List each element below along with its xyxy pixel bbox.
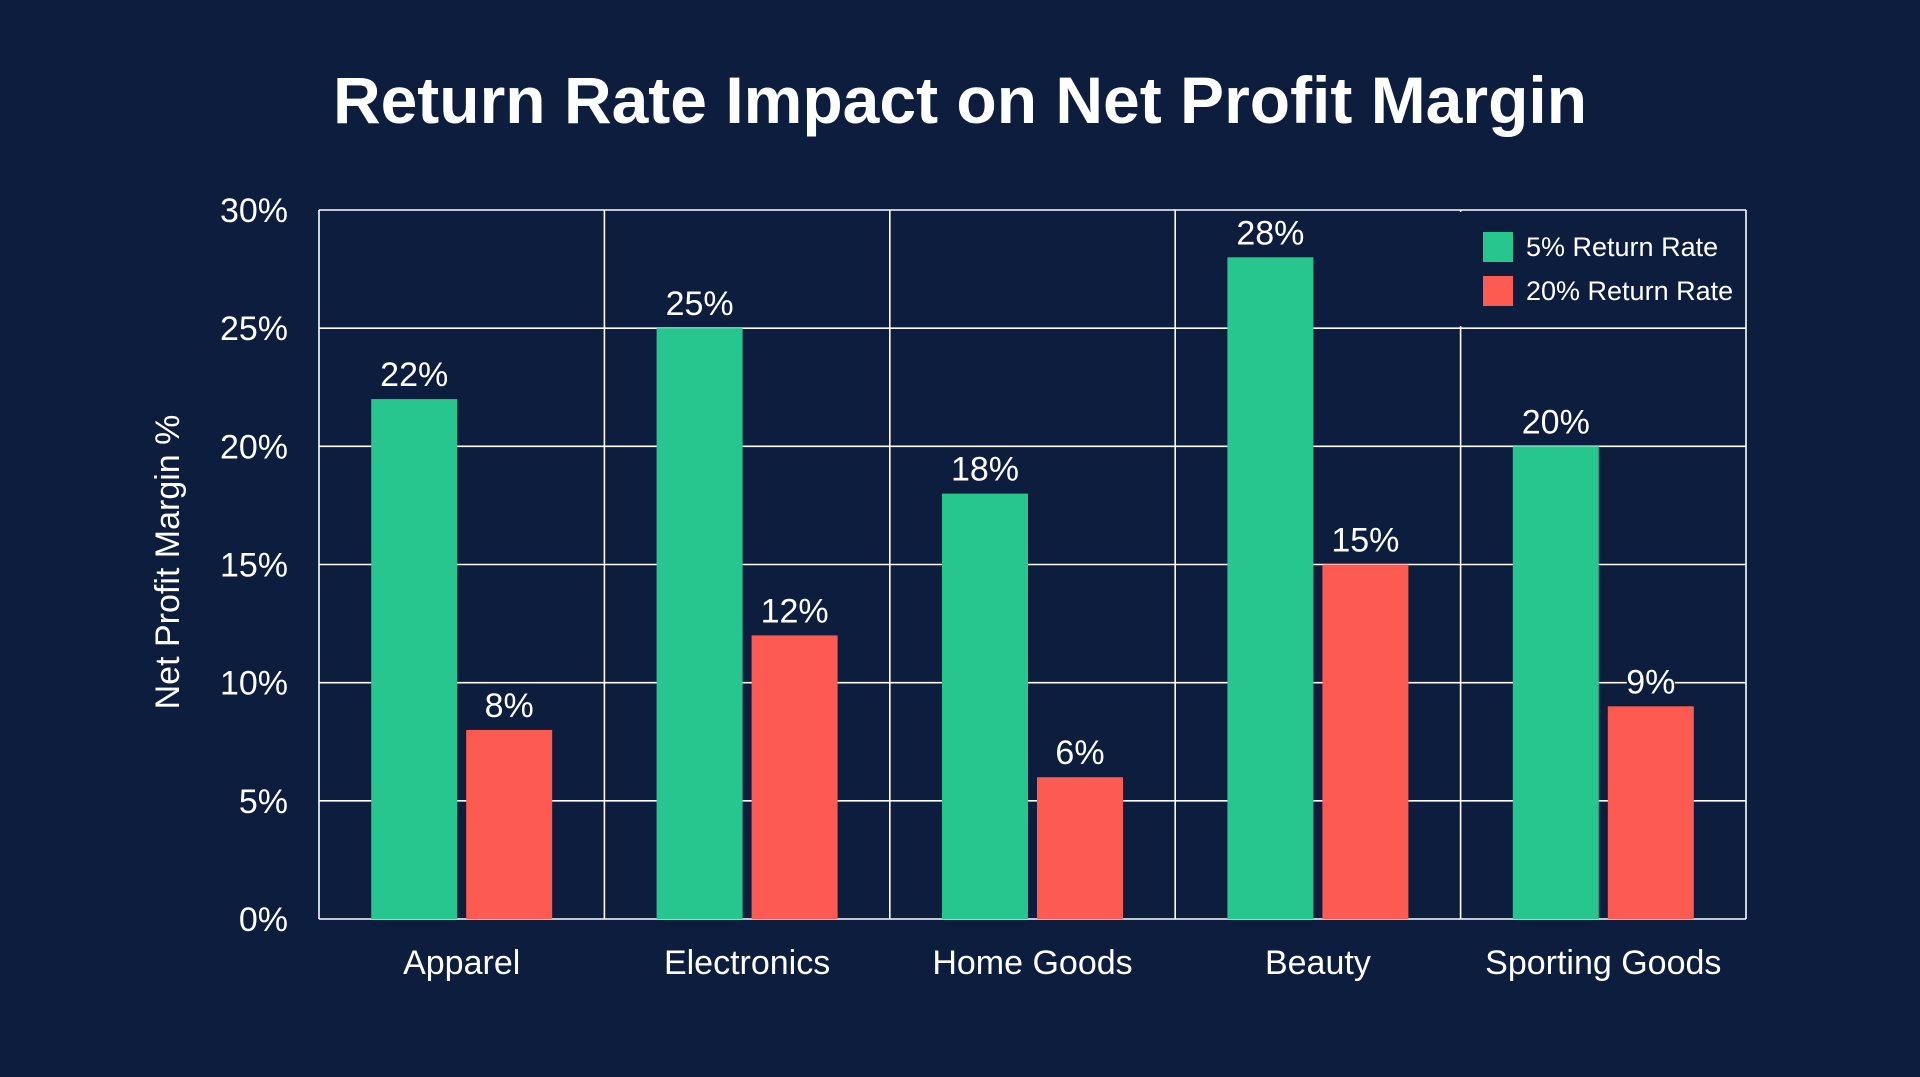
- bars: [371, 257, 1694, 920]
- bar-low-return: [1512, 446, 1599, 919]
- x-axis-ticks: Apparel Electronics Home Goods Beauty Sporti…: [403, 944, 1721, 982]
- bar-high-return: [1037, 777, 1123, 919]
- data-label-backdrop: [1056, 735, 1104, 772]
- bar-high-return: [466, 729, 553, 919]
- data-label: 15%: [1331, 522, 1399, 560]
- x-tick-label: Apparel: [403, 944, 520, 982]
- y-axis-ticks: 0% 5% 10% 15% 20% 25% 30%: [220, 192, 288, 939]
- data-label: 25%: [666, 285, 734, 323]
- data-label-backdrop: [951, 451, 1019, 488]
- data-label: 20%: [1522, 403, 1590, 441]
- data-label: 12%: [761, 592, 829, 630]
- bar-low-return: [1227, 257, 1314, 919]
- data-label: 28%: [1236, 214, 1304, 252]
- legend: 5% Return Rate 20% Return Rate: [1453, 212, 1744, 326]
- data-label-backdrop: [1331, 522, 1400, 559]
- data-label: 8%: [485, 687, 534, 725]
- data-label-backdrop: [665, 286, 734, 323]
- data-label-backdrop: [1521, 404, 1590, 441]
- bar-high-return: [1322, 564, 1409, 919]
- y-tick-label: 15%: [220, 547, 288, 585]
- chart-title: Return Rate Impact on Net Profit Margin: [333, 63, 1587, 137]
- bar-high-return: [751, 635, 838, 919]
- y-tick-label: 25%: [220, 310, 288, 348]
- x-tick-label: Sporting Goods: [1485, 944, 1721, 982]
- y-tick-label: 20%: [220, 428, 288, 466]
- legend-label: 5% Return Rate: [1526, 232, 1718, 262]
- legend-swatch: [1483, 232, 1513, 262]
- data-label: 18%: [951, 451, 1019, 489]
- legend-box: [1453, 212, 1744, 326]
- grid-lines: [318, 209, 1747, 920]
- data-label: 6%: [1055, 734, 1104, 772]
- data-label-backdrop: [1626, 664, 1675, 701]
- y-tick-label: 10%: [220, 665, 288, 703]
- y-tick-label: 30%: [220, 192, 288, 230]
- data-label-backdrop: [380, 357, 449, 394]
- y-tick-label: 0%: [239, 901, 288, 939]
- data-label: 9%: [1626, 663, 1675, 701]
- data-label-backdrop: [485, 687, 534, 724]
- y-axis-label: Net Profit Margin %: [149, 415, 187, 710]
- bar-high-return: [1607, 706, 1694, 919]
- bar-low-return: [656, 328, 743, 920]
- x-tick-label: Home Goods: [932, 944, 1132, 982]
- data-label: 22%: [380, 356, 448, 394]
- legend-swatch: [1483, 276, 1513, 306]
- bar-low-return: [371, 399, 458, 920]
- x-tick-label: Beauty: [1265, 944, 1371, 982]
- y-tick-label: 5%: [239, 783, 288, 821]
- data-label-backdrop: [1236, 215, 1305, 252]
- legend-label: 20% Return Rate: [1526, 276, 1733, 306]
- data-labels: 22% 8% 25% 12% 18% 6% 28% 15% 20% 9%: [380, 214, 1675, 772]
- bar-low-return: [942, 493, 1028, 919]
- x-tick-label: Electronics: [664, 944, 830, 982]
- data-label-backdrop: [760, 593, 829, 630]
